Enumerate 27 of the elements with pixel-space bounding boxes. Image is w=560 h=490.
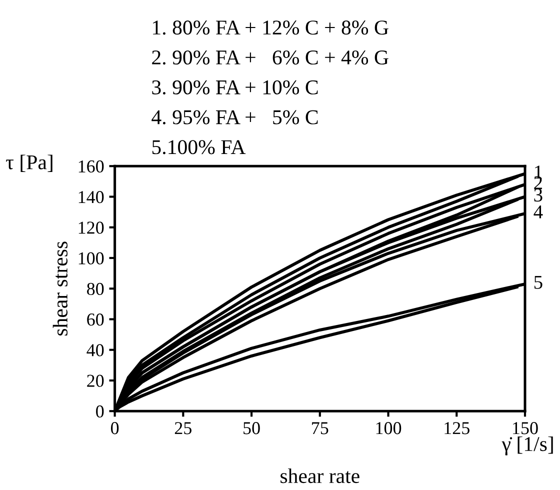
y-tick-label: 140 xyxy=(78,190,104,204)
text: γ̇ [1/s] xyxy=(502,436,553,456)
x-tick-label: 75 xyxy=(312,422,328,434)
x-tick-label: 150 xyxy=(513,422,538,434)
y-tick-label: 160 xyxy=(78,160,104,173)
x-tick-label: 100 xyxy=(376,422,402,434)
x-tick-label: 25 xyxy=(174,422,192,434)
series-label: 5 xyxy=(534,276,542,289)
text: 4. 95% FA + 5% C xyxy=(152,110,318,124)
y-tick-label: 120 xyxy=(78,222,104,234)
y-tick-label: 80 xyxy=(87,282,104,296)
text: τ [Pa] xyxy=(6,154,52,172)
x-tick-label: 50 xyxy=(244,422,260,434)
x-axis-title: shear rate xyxy=(280,468,360,484)
y-tick-label: 100 xyxy=(78,252,104,264)
y-tick-label: 40 xyxy=(86,344,104,356)
text: 5.100% FA xyxy=(152,140,246,154)
x-tick-label: 0 xyxy=(110,422,119,434)
y-tick-label: 20 xyxy=(87,374,104,387)
series-label: 4 xyxy=(534,205,543,218)
x-tick-label: 125 xyxy=(444,422,470,434)
text: 3. 90% FA + 10% C xyxy=(152,80,318,94)
y-tick-label: 60 xyxy=(87,313,104,326)
text: 2. 90% FA + 6% C + 4% G xyxy=(152,50,388,65)
text: 1. 80% FA + 12% C + 8% G xyxy=(153,20,388,35)
y-tick-label: 0 xyxy=(96,405,104,418)
y-axis-title: shear stress xyxy=(52,242,68,336)
